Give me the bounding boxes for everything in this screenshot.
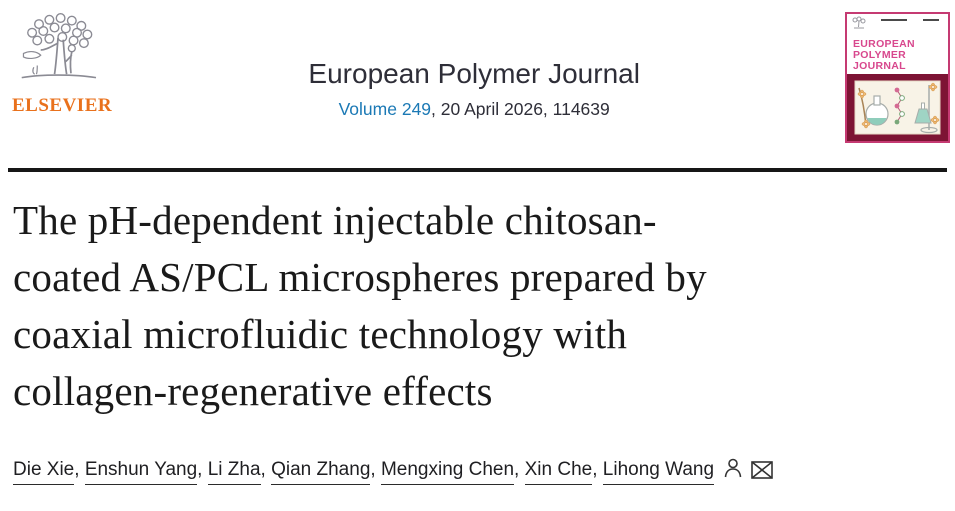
author-link[interactable]: Mengxing Chen (380, 459, 515, 485)
journal-cover-thumbnail[interactable]: EUROPEAN POLYMER JOURNAL (845, 12, 950, 143)
svg-text:EUROPEAN: EUROPEAN (853, 38, 915, 50)
envelope-icon[interactable] (751, 461, 773, 479)
cover-tiny-text (923, 19, 939, 21)
cover-tiny-text (881, 19, 907, 21)
author-link[interactable]: Li Zha (207, 459, 261, 485)
author-icons (723, 458, 773, 480)
author-link[interactable]: Enshun Yang (84, 459, 198, 485)
article-title-line: collagen-regenerative effects (13, 368, 493, 414)
author-separator: , (514, 459, 525, 480)
author-separator: , (592, 459, 603, 480)
journal-cover-image: EUROPEAN POLYMER JOURNAL (845, 12, 950, 143)
article-title: The pH-dependent injectable chitosan- co… (13, 192, 942, 420)
issue-line: Volume 249, 20 April 2026, 114639 (308, 99, 640, 120)
author-separator: , (74, 459, 85, 480)
issue-suffix: , 20 April 2026, 114639 (431, 99, 610, 119)
authors-line: Die Xie, Enshun Yang, Li Zha, Qian Zhang… (13, 458, 942, 485)
author-link[interactable]: Qian Zhang (271, 459, 371, 485)
header-divider-rule (8, 168, 947, 172)
author-separator: , (197, 459, 208, 480)
author-separator: , (370, 459, 381, 480)
cover-mini-tree-icon (852, 16, 866, 29)
author-list: Die Xie, Enshun Yang, Li Zha, Qian Zhang… (13, 459, 715, 485)
article-title-line: coaxial microfluidic technology with (13, 311, 628, 357)
author-link[interactable]: Lihong Wang (602, 459, 715, 485)
person-icon[interactable] (723, 458, 743, 479)
journal-meta: European Polymer Journal Volume 249, 20 … (308, 58, 640, 120)
article-title-line: coated AS/PCL microspheres prepared by (13, 254, 707, 300)
svg-text:POLYMER: POLYMER (853, 49, 906, 61)
elsevier-wordmark: ELSEVIER (12, 95, 113, 116)
svg-text:JOURNAL: JOURNAL (853, 60, 906, 72)
author-link[interactable]: Xin Che (524, 459, 593, 485)
elsevier-logo[interactable]: ELSEVIER (12, 12, 113, 117)
article-section: The pH-dependent injectable chitosan- co… (13, 192, 942, 485)
cover-illustration (857, 82, 940, 134)
volume-link[interactable]: Volume 249 (338, 99, 432, 119)
author-link[interactable]: Die Xie (13, 459, 75, 485)
cover-journal-title: EUROPEAN POLYMER JOURNAL (853, 38, 915, 72)
author-separator: , (260, 459, 272, 480)
elsevier-tree-icon (21, 13, 97, 79)
article-title-line: The pH-dependent injectable chitosan- (13, 197, 657, 243)
journal-name-link[interactable]: European Polymer Journal (308, 58, 640, 89)
